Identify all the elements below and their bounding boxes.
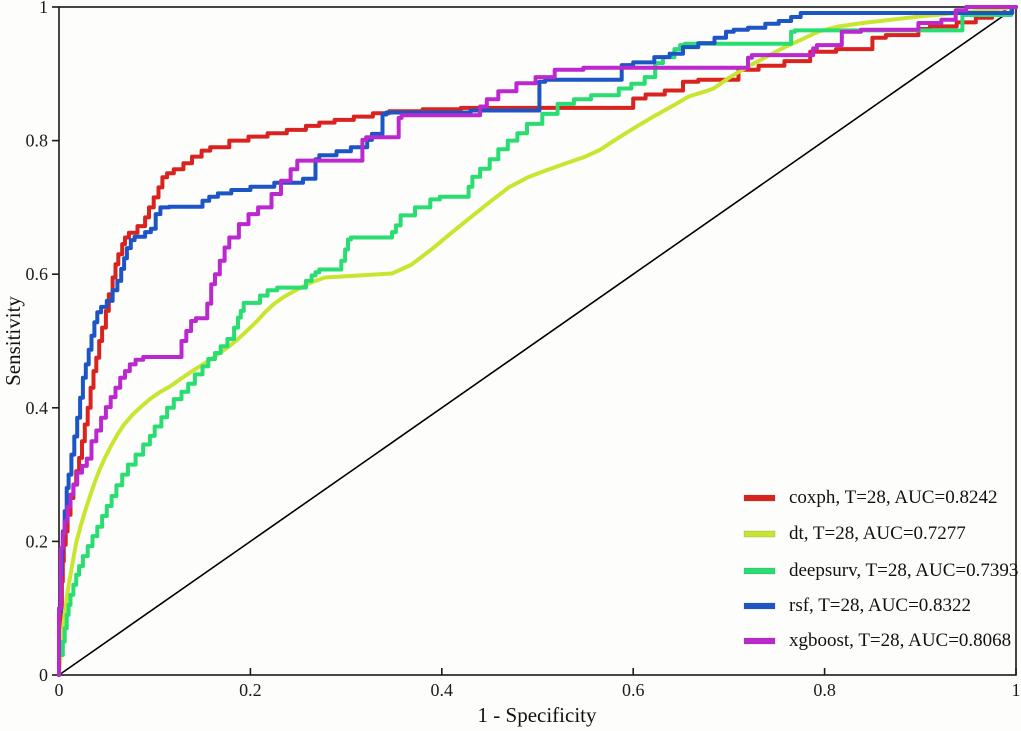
roc-curves (57, 5, 1018, 677)
legend-swatch-deepsurv (743, 567, 776, 575)
legend-swatch-coxph (743, 494, 776, 502)
roc-curve-deepsurv (57, 5, 1018, 677)
plot-frame (58, 6, 1017, 676)
legend-label-rsf: rsf, T=28, AUC=0.8322 (789, 595, 971, 616)
chance-diagonal (58, 6, 1017, 676)
legend-label-deepsurv: deepsurv, T=28, AUC=0.7393 (789, 560, 1018, 581)
roc-curve-coxph (57, 5, 1018, 677)
legend-swatch-xgboost (743, 637, 776, 645)
legend-label-coxph: coxph, T=28, AUC=0.8242 (789, 487, 997, 508)
y-tick-label: 0.4 (26, 398, 49, 418)
roc-curve-xgboost (57, 5, 1018, 677)
legend-label-xgboost: xgboost, T=28, AUC=0.8068 (789, 630, 1011, 651)
x-tick-label: 0 (55, 680, 64, 700)
legend-item-coxph: coxph, T=28, AUC=0.8242 (743, 487, 997, 508)
legend-item-dt: dt, T=28, AUC=0.7277 (743, 523, 966, 544)
chart-legend: coxph, T=28, AUC=0.8242 dt, T=28, AUC=0.7… (743, 487, 1018, 651)
legend-label-dt: dt, T=28, AUC=0.7277 (789, 523, 966, 544)
axis-tick-labels: 0 0.2 0.4 0.6 0.8 1 0 0.2 0.4 0.6 0.8 1 (26, 0, 1021, 700)
legend-swatch-dt (743, 530, 776, 538)
x-tick-label: 0.4 (431, 680, 454, 700)
y-axis-label: Sensitivity (1, 296, 25, 386)
legend-item-xgboost: xgboost, T=28, AUC=0.8068 (743, 630, 1011, 651)
x-tick-label: 0.6 (622, 680, 645, 700)
y-tick-label: 0 (39, 665, 48, 685)
y-tick-label: 1 (39, 0, 48, 17)
y-tick-label: 0.8 (26, 131, 49, 151)
y-tick-label: 0.6 (26, 264, 49, 284)
x-tick-label: 1 (1012, 680, 1021, 700)
x-tick-label: 0.2 (239, 680, 262, 700)
x-tick-label: 0.8 (813, 680, 836, 700)
legend-item-rsf: rsf, T=28, AUC=0.8322 (743, 595, 971, 616)
legend-item-deepsurv: deepsurv, T=28, AUC=0.7393 (743, 560, 1018, 581)
legend-swatch-rsf (743, 602, 776, 610)
y-tick-label: 0.2 (26, 531, 49, 551)
x-axis-label: 1 - Specificity (478, 703, 597, 727)
roc-curve-rsf (57, 5, 1018, 677)
